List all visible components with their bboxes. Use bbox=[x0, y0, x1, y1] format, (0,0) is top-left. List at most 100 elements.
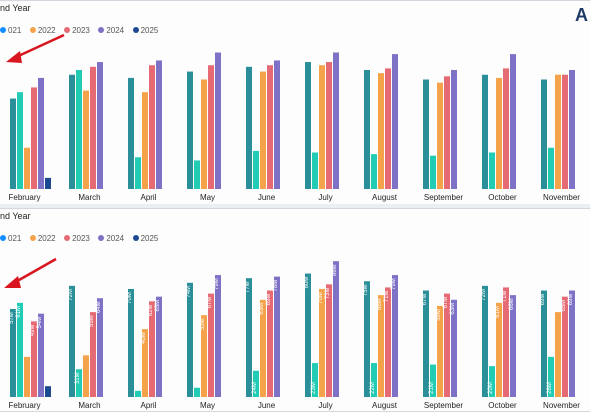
data-label: 71M bbox=[502, 291, 508, 303]
data-label: 69M bbox=[568, 294, 574, 306]
legend-swatch-icon bbox=[132, 27, 139, 33]
top-bar-chart: February March April May June July August Septe… bbox=[6, 33, 580, 202]
bar bbox=[305, 62, 311, 189]
bar bbox=[215, 52, 221, 189]
bar bbox=[319, 288, 325, 397]
data-label: 67M bbox=[443, 297, 449, 309]
legend-item-2024[interactable]: 2024 bbox=[98, 234, 124, 243]
chart-title: nd Year bbox=[0, 211, 31, 221]
data-label: 78M bbox=[273, 280, 279, 292]
bar bbox=[569, 290, 575, 397]
bar bbox=[38, 77, 44, 189]
data-label: 64M bbox=[96, 301, 102, 313]
bar bbox=[90, 312, 96, 397]
data-label: 61M bbox=[495, 306, 501, 318]
bar bbox=[31, 87, 37, 189]
bar bbox=[17, 302, 23, 397]
data-label: 80M bbox=[304, 277, 310, 289]
data-label: 74M bbox=[186, 286, 192, 298]
bar bbox=[555, 312, 561, 397]
bar bbox=[444, 293, 450, 397]
bar bbox=[569, 69, 575, 189]
bar bbox=[83, 355, 89, 397]
x-tick-label: October bbox=[488, 401, 517, 410]
bar bbox=[489, 152, 495, 189]
bar bbox=[510, 295, 516, 397]
bar bbox=[253, 370, 259, 397]
bar bbox=[496, 77, 502, 189]
x-tick-label: April bbox=[140, 401, 156, 410]
legend-label: 2024 bbox=[106, 234, 125, 243]
data-label: 63M bbox=[450, 303, 456, 315]
bar bbox=[69, 285, 75, 397]
data-label: 67M bbox=[207, 297, 213, 309]
bar bbox=[267, 290, 273, 397]
bar bbox=[364, 69, 370, 189]
x-tick-label: May bbox=[200, 193, 215, 202]
bar bbox=[83, 90, 89, 189]
bar bbox=[378, 295, 384, 397]
data-label: 66M bbox=[377, 298, 383, 310]
data-label: 73M bbox=[325, 287, 331, 299]
legend-swatch-icon bbox=[64, 27, 71, 33]
x-tick-label: November bbox=[543, 193, 580, 202]
data-label: 70M bbox=[127, 292, 133, 304]
bar bbox=[253, 150, 259, 189]
data-label: 20M bbox=[488, 382, 494, 394]
x-tick-label: June bbox=[258, 193, 276, 202]
bar bbox=[149, 301, 155, 397]
bar bbox=[156, 60, 162, 190]
legend-label: 2025 bbox=[140, 234, 159, 243]
legend-item-2023[interactable]: 2023 bbox=[64, 234, 90, 243]
legend-label: 021 bbox=[8, 234, 22, 243]
corner-logo-letter: A bbox=[575, 5, 588, 25]
data-label: 79M bbox=[391, 278, 397, 290]
bar bbox=[194, 160, 200, 189]
bar bbox=[541, 79, 547, 189]
data-label: 86M bbox=[332, 264, 338, 276]
bar bbox=[489, 366, 495, 397]
bar bbox=[246, 66, 252, 189]
legend-swatch-icon bbox=[0, 27, 6, 33]
data-label: 75M bbox=[363, 284, 369, 296]
bar bbox=[326, 284, 332, 397]
panel-divider bbox=[0, 204, 590, 208]
data-label: 65M bbox=[561, 300, 567, 312]
bar bbox=[562, 74, 568, 189]
bottom-bar-chart: 57M61M49M54MFebruary72M31M55M64MMarch70M… bbox=[4, 257, 580, 410]
legend-label: 2024 bbox=[106, 26, 125, 35]
legend-item-2025[interactable]: 2025 bbox=[132, 26, 159, 35]
bar bbox=[142, 329, 148, 397]
x-tick-label: September bbox=[424, 193, 463, 202]
x-tick-label: July bbox=[318, 401, 332, 410]
bar bbox=[267, 65, 273, 189]
data-label: 77M bbox=[245, 281, 251, 293]
legend-item-2025[interactable]: 2025 bbox=[132, 234, 159, 243]
bar bbox=[260, 299, 266, 397]
legend-item-2022[interactable]: 2022 bbox=[29, 26, 56, 35]
bar bbox=[562, 296, 568, 397]
legend-item-2021[interactable]: 021 bbox=[0, 234, 21, 243]
bar bbox=[135, 157, 141, 189]
legend-item-2021[interactable]: 021 bbox=[0, 26, 21, 35]
bar bbox=[201, 79, 207, 189]
bar bbox=[97, 62, 103, 189]
bar bbox=[208, 293, 214, 397]
bar bbox=[10, 309, 16, 397]
data-label: 21M bbox=[429, 382, 435, 394]
legend-item-2024[interactable]: 2024 bbox=[98, 26, 124, 35]
bar bbox=[194, 387, 200, 397]
bar bbox=[423, 290, 429, 397]
legend-swatch-icon bbox=[98, 235, 105, 241]
legend-item-2022[interactable]: 2022 bbox=[29, 234, 56, 243]
bar bbox=[312, 363, 318, 397]
data-label: 31M bbox=[75, 372, 81, 384]
legend-label: 2025 bbox=[140, 26, 159, 35]
data-label: 57M bbox=[9, 312, 15, 324]
bar bbox=[24, 147, 30, 189]
data-label: 59M bbox=[436, 309, 442, 321]
bar bbox=[503, 287, 509, 397]
x-tick-label: August bbox=[372, 401, 398, 410]
bar bbox=[326, 62, 332, 189]
legend-item-2023[interactable]: 2023 bbox=[64, 26, 90, 35]
